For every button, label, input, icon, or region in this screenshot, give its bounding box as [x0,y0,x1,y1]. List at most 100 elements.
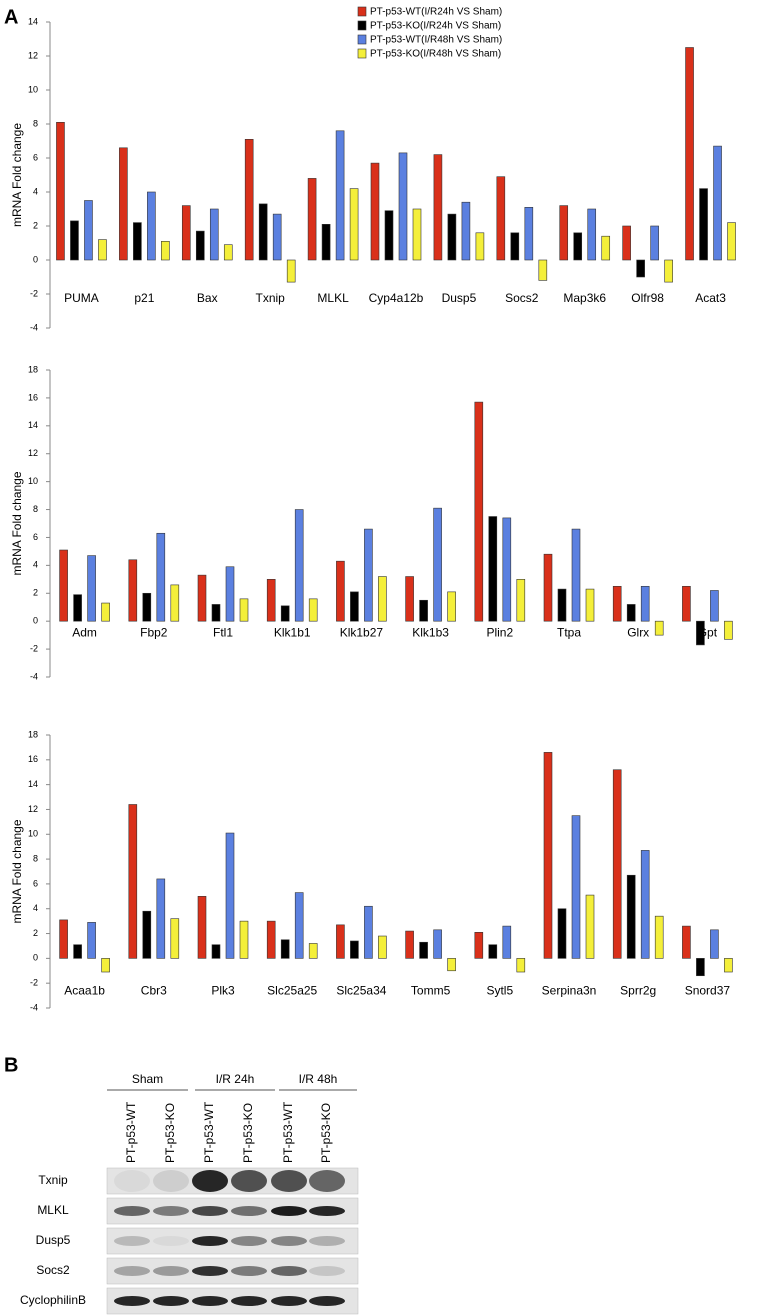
group-label: Sham [132,1072,163,1086]
bar [664,259,673,283]
y-tick-label: 2 [33,588,38,598]
bar [211,604,221,622]
bar [133,222,142,261]
bar [197,574,207,622]
blot-band [153,1296,189,1306]
y-axis-label: mRNA Fold change [10,123,24,227]
lane-label: PT-p53-KO [319,1103,333,1163]
bar [524,207,534,261]
x-tick-label: Serpina3n [542,984,597,998]
bar [101,958,110,973]
panel-label: B [4,1054,18,1076]
bar [225,566,235,622]
y-tick-label: 10 [28,84,38,94]
y-axis-label: mRNA Fold change [10,471,24,575]
bar [59,549,68,622]
y-tick-label: 0 [33,616,38,626]
blot-band [309,1170,345,1192]
bar [585,588,595,622]
x-tick-label: Ttpa [557,625,581,639]
bar [724,620,733,640]
bar [538,259,548,281]
y-tick-label: -2 [30,978,38,988]
bar [710,929,719,959]
bar [142,910,152,959]
legend-swatch [357,34,367,45]
bar [724,958,733,973]
blot-band [114,1170,150,1192]
legend-label: PT-p53-WT(I/R24h VS Sham) [370,7,502,18]
bar [571,815,581,959]
blot-band [309,1296,345,1306]
x-tick-label: Adm [72,625,97,639]
blot-band [271,1236,307,1246]
bar [73,594,82,622]
x-tick-label: Plin2 [486,625,513,639]
blot-band [271,1206,307,1216]
bar [419,599,428,622]
blot-band [231,1266,267,1276]
bar [197,896,207,959]
blot-band [114,1296,150,1306]
bar [727,222,736,261]
bar [258,203,268,261]
y-tick-label: 4 [33,560,38,570]
bar [211,944,221,959]
bar [474,401,484,622]
bar [56,122,65,261]
bar [419,941,428,959]
x-tick-label: Cyp4a12b [369,291,424,305]
blot-band [271,1266,307,1276]
x-tick-label: Txnip [256,291,286,305]
x-tick-label: Slc25a34 [336,984,386,998]
bar [209,208,219,261]
bar [223,244,233,261]
blot-band [192,1266,228,1276]
blot-band [114,1236,150,1246]
blot-band [153,1266,189,1276]
blot-band [153,1206,189,1216]
bar [502,925,512,959]
bar [321,224,331,261]
bar [280,939,290,959]
y-tick-label: 8 [33,504,38,514]
bar [364,905,373,959]
bar [585,894,595,959]
x-tick-label: p21 [134,291,154,305]
row-label: Txnip [38,1173,68,1187]
bar [543,752,553,959]
x-tick-label: Slc25a25 [267,984,317,998]
y-tick-label: 4 [33,903,38,913]
blot-band [114,1266,150,1276]
bar [557,588,567,622]
y-tick-label: 0 [33,953,38,963]
lane-label: PT-p53-WT [202,1101,216,1163]
y-tick-label: 18 [28,729,38,739]
x-tick-label: PUMA [64,291,99,305]
bar [650,225,659,261]
blot-band [271,1170,307,1192]
bar [119,147,128,261]
bar [239,920,249,959]
blot-band [114,1206,150,1216]
bar [405,576,414,622]
bar [612,769,622,959]
y-tick-label: -4 [30,1002,38,1012]
bar [170,584,180,622]
legend-swatch [357,20,367,31]
bar [685,47,694,261]
bar [84,200,93,261]
y-tick-label: 8 [33,118,38,128]
blot-band [192,1206,228,1216]
bar [239,598,249,622]
y-tick-label: 16 [28,754,38,764]
bar [272,213,282,261]
legend-swatch [357,6,367,17]
bar [713,145,722,261]
x-tick-label: Gpt [698,625,718,639]
bar [696,620,705,646]
bar [654,620,664,636]
y-tick-label: 4 [33,186,38,196]
y-tick-label: 18 [28,364,38,374]
bar [280,605,290,622]
